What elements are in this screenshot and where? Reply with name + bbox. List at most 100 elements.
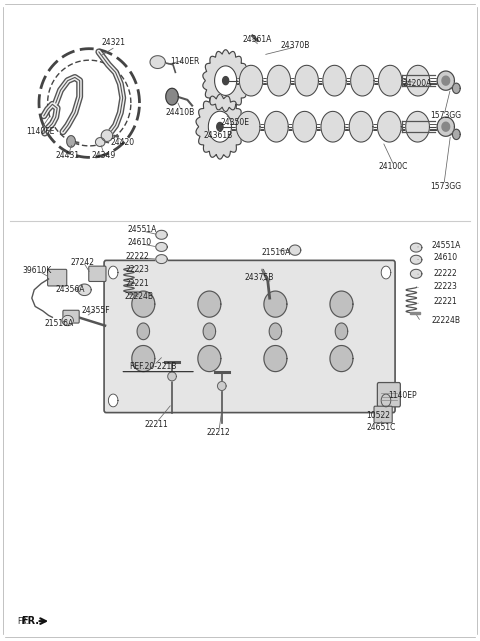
Text: 39610K: 39610K	[22, 266, 51, 275]
FancyBboxPatch shape	[374, 406, 392, 423]
Polygon shape	[442, 76, 450, 85]
Polygon shape	[379, 65, 402, 96]
Text: FR.: FR.	[21, 616, 39, 626]
Polygon shape	[323, 65, 346, 96]
Text: 24355F: 24355F	[81, 306, 110, 315]
Polygon shape	[453, 129, 460, 140]
Polygon shape	[381, 266, 391, 279]
Polygon shape	[264, 112, 288, 142]
Polygon shape	[196, 94, 244, 159]
Polygon shape	[166, 88, 178, 105]
Polygon shape	[267, 65, 290, 96]
FancyBboxPatch shape	[104, 260, 395, 413]
Polygon shape	[236, 112, 260, 142]
Text: 22223: 22223	[125, 265, 149, 274]
Polygon shape	[437, 117, 455, 137]
FancyBboxPatch shape	[48, 269, 67, 286]
Text: 1140FE: 1140FE	[26, 128, 54, 137]
Polygon shape	[289, 245, 301, 255]
Text: 24410B: 24410B	[166, 108, 195, 117]
Polygon shape	[321, 112, 345, 142]
Text: 24551A: 24551A	[127, 225, 156, 234]
Text: 24349: 24349	[92, 151, 116, 160]
Text: 24361B: 24361B	[204, 131, 233, 140]
FancyBboxPatch shape	[377, 383, 400, 407]
Polygon shape	[198, 291, 221, 317]
Polygon shape	[351, 65, 374, 96]
Text: 10522: 10522	[366, 411, 390, 420]
Polygon shape	[156, 230, 167, 239]
Polygon shape	[410, 312, 420, 314]
Polygon shape	[377, 112, 401, 142]
Text: 22224B: 22224B	[125, 292, 154, 301]
Text: 22224B: 22224B	[432, 316, 460, 325]
Polygon shape	[128, 291, 138, 294]
Polygon shape	[223, 77, 228, 85]
Polygon shape	[215, 66, 237, 96]
Text: 21516A: 21516A	[261, 247, 290, 256]
Text: 22211: 22211	[144, 420, 168, 429]
Text: REF.20-221B: REF.20-221B	[129, 362, 177, 371]
Text: 22222: 22222	[434, 269, 457, 278]
Polygon shape	[264, 345, 287, 372]
Polygon shape	[78, 284, 91, 296]
Polygon shape	[108, 266, 118, 279]
Text: 24610: 24610	[127, 238, 152, 247]
Polygon shape	[156, 242, 167, 251]
Text: 22221: 22221	[125, 279, 149, 288]
Polygon shape	[168, 372, 176, 381]
Text: 24321: 24321	[101, 38, 125, 47]
Polygon shape	[108, 394, 118, 407]
Polygon shape	[410, 255, 422, 264]
Text: 22212: 22212	[206, 428, 230, 437]
Text: 22223: 22223	[434, 282, 458, 291]
Text: FR.: FR.	[18, 617, 30, 626]
Text: 24610: 24610	[434, 253, 458, 262]
Text: 24356A: 24356A	[55, 285, 85, 294]
Polygon shape	[137, 323, 150, 340]
Text: 24200A: 24200A	[402, 79, 432, 88]
Text: 27242: 27242	[70, 258, 94, 267]
Polygon shape	[132, 291, 155, 317]
Polygon shape	[410, 243, 422, 252]
Text: 24100C: 24100C	[378, 162, 408, 172]
Text: 24370B: 24370B	[280, 41, 310, 50]
Text: 24651C: 24651C	[367, 424, 396, 433]
Polygon shape	[132, 345, 155, 372]
Text: 1140ER: 1140ER	[170, 57, 200, 66]
FancyBboxPatch shape	[63, 310, 79, 323]
Text: 24350E: 24350E	[221, 118, 250, 127]
Polygon shape	[198, 345, 221, 372]
Polygon shape	[295, 65, 318, 96]
Text: 1573GG: 1573GG	[430, 181, 461, 190]
Polygon shape	[330, 345, 353, 372]
Polygon shape	[442, 122, 450, 131]
Text: 24431: 24431	[56, 151, 80, 160]
Polygon shape	[96, 138, 105, 147]
Polygon shape	[335, 323, 348, 340]
Polygon shape	[381, 394, 391, 407]
Polygon shape	[349, 112, 373, 142]
Text: 24361A: 24361A	[242, 35, 271, 44]
Text: 22222: 22222	[125, 252, 149, 261]
Polygon shape	[410, 269, 422, 278]
Polygon shape	[208, 112, 231, 142]
Text: 24375B: 24375B	[244, 273, 274, 282]
Polygon shape	[150, 56, 165, 69]
Polygon shape	[101, 130, 113, 142]
Polygon shape	[264, 291, 287, 317]
Polygon shape	[156, 254, 167, 263]
FancyBboxPatch shape	[89, 266, 106, 281]
Text: 1140EP: 1140EP	[388, 392, 417, 401]
Polygon shape	[269, 323, 282, 340]
Polygon shape	[203, 50, 249, 112]
Polygon shape	[406, 112, 430, 142]
Polygon shape	[67, 136, 75, 147]
Polygon shape	[217, 122, 223, 131]
Polygon shape	[453, 83, 460, 94]
Polygon shape	[293, 112, 316, 142]
Polygon shape	[62, 315, 73, 326]
Text: 22221: 22221	[434, 297, 457, 306]
Text: 24420: 24420	[111, 138, 135, 147]
Polygon shape	[437, 71, 455, 90]
